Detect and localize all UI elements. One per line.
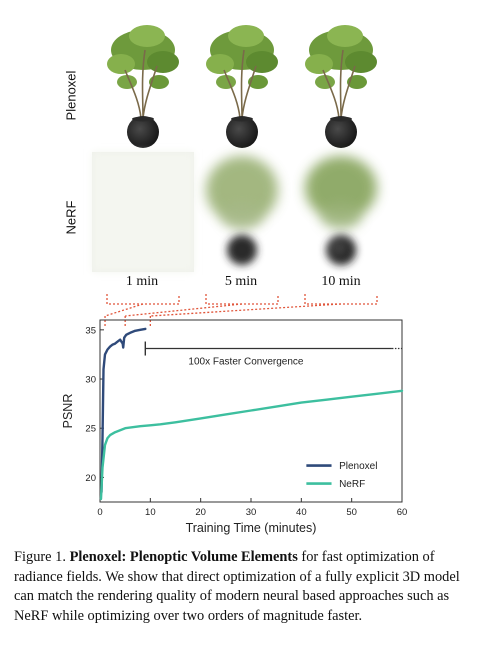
time-label-5min: 5 min xyxy=(224,274,258,289)
x-tick-label: 30 xyxy=(246,507,257,518)
pot xyxy=(325,116,357,148)
nerf-render-1min xyxy=(92,152,194,272)
connector-line xyxy=(150,303,342,317)
nerf-render-5min xyxy=(206,156,278,265)
x-tick-label: 60 xyxy=(397,507,408,518)
series-line-nerf xyxy=(99,389,404,501)
connector-line xyxy=(104,303,144,317)
psnr-chart: 0 10 20 30 40 50 60 20 25 30 35 Training Time (minu… xyxy=(61,294,408,535)
plenoxel-render-10min xyxy=(305,25,377,148)
plant-stems xyxy=(322,49,356,119)
connector-bracket xyxy=(205,294,279,305)
render-grid xyxy=(92,25,377,272)
x-axis-label: Training Time (minutes) xyxy=(186,521,317,535)
plant-stems xyxy=(223,49,257,119)
caption-text: for fast optimization of radiance fields… xyxy=(14,549,460,624)
caption-prefix: Figure 1. xyxy=(14,549,66,565)
y-tick-label: 30 xyxy=(85,375,96,386)
time-label-1min: 1 min xyxy=(125,274,159,289)
plenoxel-render-1min xyxy=(107,25,179,148)
x-tick-label: 0 xyxy=(97,507,102,518)
y-tick-label: 25 xyxy=(85,424,96,435)
x-tick-label: 40 xyxy=(296,507,307,518)
connector-line xyxy=(125,303,243,317)
legend-label-plenoxel: Plenoxel xyxy=(339,461,377,472)
legend-label-nerf: NeRF xyxy=(339,479,365,490)
plant-foliage xyxy=(107,25,179,89)
connector-bracket xyxy=(106,294,180,305)
y-tick-label: 35 xyxy=(85,325,96,336)
plenoxel-render-5min xyxy=(206,25,278,148)
time-label-10min: 10 min xyxy=(321,274,361,289)
x-tick-label: 20 xyxy=(195,507,206,518)
x-tick-label: 50 xyxy=(346,507,357,518)
nerf-render-10min xyxy=(305,156,377,265)
annotation-text: 100x Faster Convergence xyxy=(188,357,304,368)
y-tick-label: 20 xyxy=(85,473,96,484)
plant-foliage xyxy=(305,25,377,89)
figure-caption: Figure 1. Plenoxel: Plenoptic Volume Ele… xyxy=(14,548,476,626)
caption-bold: Plenoxel: Plenoptic Volume Elements xyxy=(69,549,298,565)
connector-bracket xyxy=(304,294,378,305)
x-tick-label: 10 xyxy=(145,507,156,518)
series-line-plenoxel xyxy=(100,327,147,494)
pot xyxy=(226,116,258,148)
pot xyxy=(127,116,159,148)
plant-stems xyxy=(124,49,158,119)
y-axis-label: PSNR xyxy=(61,394,75,429)
